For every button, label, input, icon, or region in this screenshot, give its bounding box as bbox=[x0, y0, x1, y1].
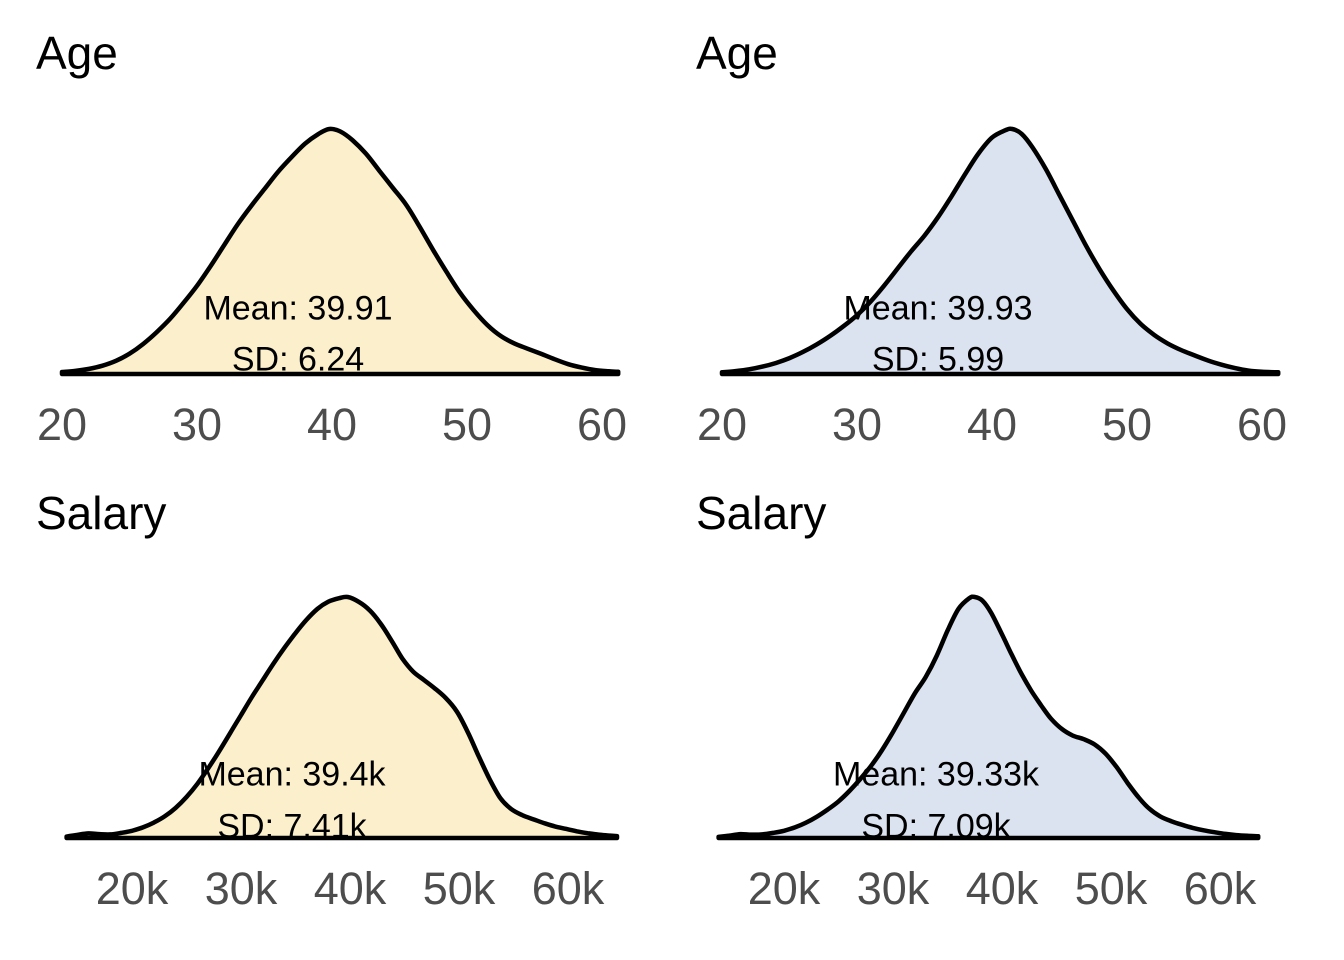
x-axis-tick-label-bottom-right: 40k bbox=[965, 863, 1039, 914]
x-axis-tick-label-top-left: 20 bbox=[36, 399, 88, 450]
sd-annotation-salary-right: SD: 7.09k bbox=[861, 807, 1011, 846]
x-axis-tick-label-bottom-left: 20k bbox=[95, 863, 169, 914]
x-axis-tick-label-bottom-left: 40k bbox=[313, 863, 387, 914]
panel-title-salary-left: Salary bbox=[36, 487, 167, 539]
panel-title-age-right: Age bbox=[696, 27, 778, 79]
panel-title-salary-right: Salary bbox=[696, 487, 827, 539]
sd-annotation-salary-left: SD: 7.41k bbox=[217, 807, 367, 846]
x-axis-tick-label-bottom-right: 60k bbox=[1183, 863, 1257, 914]
density-curve-bottom-right bbox=[716, 594, 1261, 841]
x-axis-tick-label-bottom-right: 50k bbox=[1074, 863, 1148, 914]
x-axis-tick-label-bottom-right: 20k bbox=[747, 863, 821, 914]
mean-annotation-age-right: Mean: 39.93 bbox=[843, 289, 1033, 328]
panel-title-age-left: Age bbox=[36, 27, 118, 79]
x-axis-tick-label-bottom-left: 60k bbox=[531, 863, 605, 914]
x-axis-tick-label-top-right: 50 bbox=[1101, 399, 1153, 450]
x-axis-tick-label-bottom-left: 50k bbox=[422, 863, 496, 914]
x-axis-tick-label-bottom-left: 30k bbox=[204, 863, 278, 914]
density-curve-top-left bbox=[59, 126, 621, 377]
density-curve-top-right bbox=[719, 126, 1281, 377]
x-axis-tick-label-top-right: 20 bbox=[696, 399, 748, 450]
mean-annotation-salary-left: Mean: 39.4k bbox=[198, 755, 386, 794]
mean-annotation-salary-right: Mean: 39.33k bbox=[832, 755, 1040, 794]
x-axis-tick-label-top-right: 60 bbox=[1236, 399, 1288, 450]
density-curve-bottom-left bbox=[64, 594, 620, 841]
sd-annotation-age-left: SD: 6.24 bbox=[231, 340, 365, 379]
x-axis-tick-label-top-left: 60 bbox=[576, 399, 628, 450]
x-axis-tick-label-bottom-right: 30k bbox=[856, 863, 930, 914]
x-axis-tick-label-top-right: 40 bbox=[966, 399, 1018, 450]
sd-annotation-age-right: SD: 5.99 bbox=[871, 340, 1005, 379]
x-axis-tick-label-top-left: 50 bbox=[441, 399, 493, 450]
mean-annotation-age-left: Mean: 39.91 bbox=[203, 289, 393, 328]
x-axis-tick-label-top-right: 30 bbox=[831, 399, 883, 450]
x-axis-tick-label-top-left: 30 bbox=[171, 399, 223, 450]
x-axis-tick-label-top-left: 40 bbox=[306, 399, 358, 450]
